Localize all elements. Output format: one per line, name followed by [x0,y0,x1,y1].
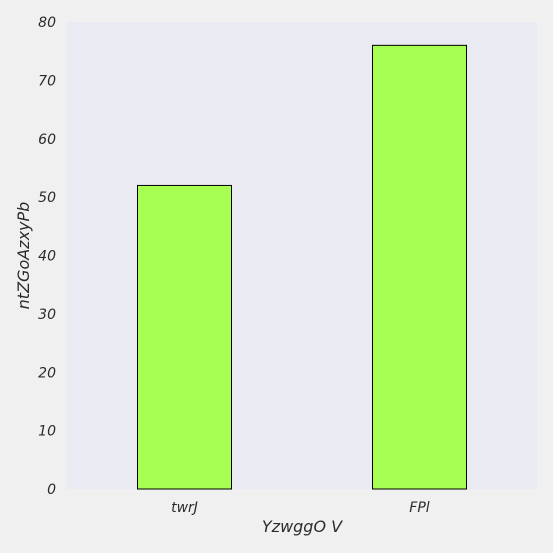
y-tick-label: 10 [38,424,56,440]
y-tick-label: 70 [38,73,56,89]
y-tick-label: 50 [38,190,56,206]
y-axis-ticks: 0 10 20 30 40 50 60 70 80 [38,15,56,498]
x-axis-label: YzwggO V [262,517,343,536]
y-tick-label: 60 [38,132,56,148]
x-tick-label: twrJ [171,500,198,516]
y-tick-label: 0 [47,482,56,498]
bar-twrJ [137,184,232,490]
y-tick-label: 20 [38,365,56,381]
y-axis-label: ntZGoAzxyPb [14,202,33,310]
y-tick-label: 80 [38,15,56,31]
y-tick-label: 40 [38,249,56,265]
x-tick-label: FPl [409,500,429,516]
bars [137,44,467,490]
y-tick-label: 30 [38,307,56,323]
bar-FPl [372,44,467,490]
x-axis-ticks: twrJ FPl [171,500,430,516]
